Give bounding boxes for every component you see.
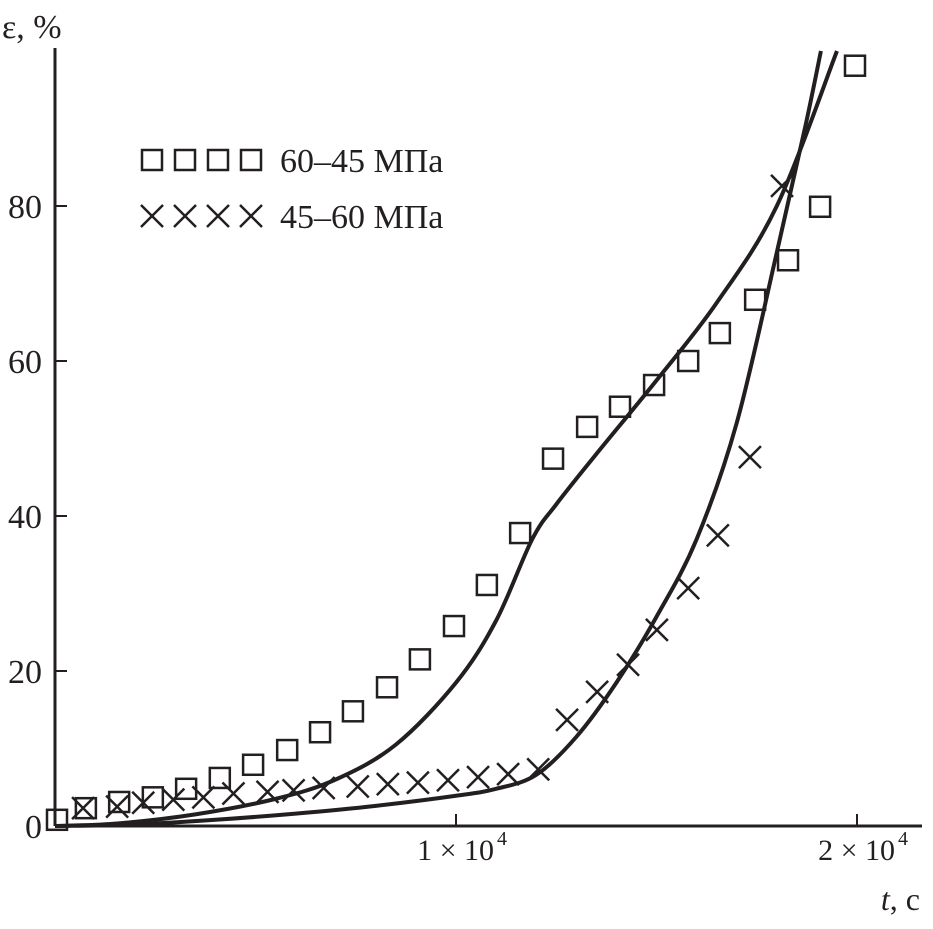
data-point-cross [645, 618, 669, 642]
legend-marker-square [206, 148, 230, 172]
data-point-square [541, 447, 565, 470]
fit-curve-fit-60-45 [54, 50, 839, 828]
data-point-square [408, 648, 432, 671]
data-point-cross [345, 774, 370, 799]
data-point-cross [255, 780, 280, 804]
data-point-square [241, 753, 265, 777]
data-point-square [74, 796, 98, 820]
data-point-square [708, 321, 732, 345]
x-axis-var: t [881, 881, 891, 917]
data-point-cross [131, 790, 156, 815]
y-tick-label: 0 [25, 809, 42, 846]
data-point-square [776, 249, 800, 272]
data-point-cross [705, 523, 730, 548]
legend-marker-cross [140, 204, 164, 228]
data-point-cross [496, 762, 521, 786]
legend-marker-square [140, 148, 164, 172]
axes [53, 48, 922, 828]
data-point-square [642, 373, 666, 397]
data-point-cross [311, 776, 336, 800]
legend-marker-square [239, 148, 263, 172]
legend-marker-cross [173, 204, 197, 228]
data-point-square [141, 786, 165, 809]
data-point-cross [191, 785, 216, 810]
data-point-square [208, 766, 232, 790]
data-point-cross [71, 796, 95, 821]
y-tick-label: 60 [8, 344, 42, 381]
x-axis-label: t, с [881, 881, 920, 917]
data-point-cross [676, 576, 701, 600]
y-tick-label: 40 [8, 499, 42, 536]
y-tick-label: 80 [8, 189, 42, 226]
data-point-cross [221, 781, 246, 806]
data-point-cross [738, 445, 762, 469]
data-point-square [275, 738, 299, 762]
data-point-cross [375, 772, 400, 797]
legend-marker-cross [239, 204, 263, 228]
data-point-square [608, 395, 632, 418]
x-tick-label: 2 × 10 [818, 834, 895, 867]
data-point-square [676, 349, 700, 373]
x-tick-label: 1 × 10 [417, 834, 494, 867]
data-point-square [843, 54, 867, 77]
data-point-square [107, 790, 131, 814]
y-tick-label: 20 [8, 654, 42, 691]
legend-label-1: 45–60 МПа [280, 199, 443, 236]
data-point-cross [161, 787, 186, 812]
data-point-square [575, 415, 599, 439]
data-point-cross [526, 757, 551, 782]
data-point-cross [105, 794, 130, 819]
data-point-cross [406, 770, 430, 795]
data-point-square [308, 720, 332, 744]
legend-marker-cross [206, 204, 230, 228]
data-point-cross [585, 680, 610, 704]
data-point-square [45, 808, 69, 832]
data-point-cross [281, 778, 306, 803]
data-point-square [475, 573, 499, 597]
data-point-square [808, 195, 832, 219]
fit-curve-fit-45-60 [54, 50, 823, 828]
x-axis-unit: , с [890, 881, 920, 917]
data-point-cross [466, 765, 490, 790]
data-point-square [508, 521, 532, 545]
x-tick-label-exponent: 4 [497, 828, 507, 850]
data-point-square [442, 614, 466, 638]
legend: 60–45 МПа 45–60 МПа [140, 143, 443, 236]
data-point-cross [616, 652, 640, 677]
data-point-square [375, 676, 399, 699]
y-axis-label: ε, % [2, 9, 62, 46]
x-tick-label-exponent: 4 [898, 828, 908, 850]
data-point-cross [770, 173, 794, 198]
legend-label-0: 60–45 МПа [280, 143, 443, 180]
data-point-square [341, 700, 365, 723]
data-point-cross [436, 768, 460, 793]
legend-marker-square [173, 148, 197, 172]
data-point-square [743, 288, 767, 312]
data-point-cross [555, 707, 579, 732]
